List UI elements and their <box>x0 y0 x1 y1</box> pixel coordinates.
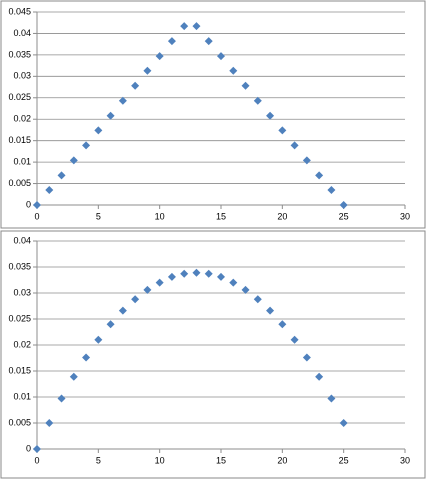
y-tick-label: 0.035 <box>8 261 31 271</box>
marker <box>266 111 275 120</box>
marker <box>45 185 54 194</box>
marker <box>290 335 299 344</box>
marker <box>327 394 336 403</box>
marker <box>33 445 41 453</box>
y-tick-label: 0.01 <box>13 156 31 166</box>
marker <box>302 156 311 165</box>
marker <box>118 306 127 315</box>
y-tick-label: 0 <box>26 199 31 209</box>
x-tick-label: 5 <box>96 455 101 465</box>
marker <box>229 278 238 287</box>
x-tick-label: 0 <box>34 455 39 465</box>
x-tick-label: 30 <box>400 211 410 221</box>
marker <box>167 37 176 46</box>
marker <box>315 171 324 180</box>
marker <box>118 96 127 105</box>
y-tick-label: 0.025 <box>8 92 31 102</box>
x-tick-label: 0 <box>34 211 39 221</box>
marker <box>167 272 176 281</box>
marker <box>82 141 91 150</box>
marker <box>192 268 201 277</box>
marker <box>339 201 348 209</box>
marker <box>241 285 250 294</box>
y-tick-label: 0.005 <box>8 417 31 427</box>
marker <box>204 269 213 278</box>
x-tick-label: 25 <box>339 211 349 221</box>
marker <box>229 66 238 75</box>
marker <box>94 126 103 135</box>
y-tick-label: 0.03 <box>13 71 31 81</box>
marker <box>253 295 262 304</box>
y-tick-label: 0.035 <box>8 49 31 59</box>
x-tick-label: 10 <box>155 211 165 221</box>
marker <box>327 185 336 194</box>
marker <box>155 52 164 61</box>
marker <box>82 353 91 362</box>
y-tick-label: 0.02 <box>13 114 31 124</box>
marker <box>290 141 299 150</box>
marker <box>180 269 189 278</box>
marker <box>94 335 103 344</box>
y-tick-label: 0.04 <box>13 235 31 245</box>
marker <box>278 126 287 135</box>
y-tick-label: 0.025 <box>8 313 31 323</box>
y-tick-label: 0.005 <box>8 178 31 188</box>
marker <box>278 320 287 329</box>
x-tick-label: 20 <box>277 455 287 465</box>
marker <box>302 353 311 362</box>
x-tick-label: 10 <box>155 455 165 465</box>
marker <box>143 66 152 75</box>
y-tick-label: 0.04 <box>13 28 31 38</box>
y-tick-label: 0.03 <box>13 287 31 297</box>
x-tick-label: 15 <box>216 211 226 221</box>
marker <box>217 52 225 61</box>
marker <box>192 22 201 31</box>
marker <box>315 372 324 381</box>
marker <box>241 81 250 90</box>
x-tick-label: 15 <box>216 455 226 465</box>
marker <box>131 81 140 90</box>
chart-frame <box>0 0 426 229</box>
x-tick-label: 25 <box>339 455 349 465</box>
x-tick-label: 5 <box>96 211 101 221</box>
marker <box>106 320 115 329</box>
x-tick-label: 20 <box>277 211 287 221</box>
marker <box>143 285 152 294</box>
marker <box>266 306 275 315</box>
marker <box>106 111 115 120</box>
marker <box>217 272 225 281</box>
x-tick-label: 30 <box>400 455 410 465</box>
marker <box>57 171 66 180</box>
marker <box>69 372 78 381</box>
marker <box>339 419 348 427</box>
y-tick-label: 0.02 <box>13 339 31 349</box>
marker <box>204 37 213 46</box>
marker <box>155 278 164 287</box>
y-tick-label: 0 <box>26 443 31 453</box>
marker <box>57 394 66 403</box>
marker <box>69 156 78 165</box>
marker <box>33 201 41 209</box>
y-tick-label: 0.015 <box>8 365 31 375</box>
y-tick-label: 0.015 <box>8 135 31 145</box>
y-tick-label: 0.01 <box>13 391 31 401</box>
marker <box>45 419 54 427</box>
chart-frame <box>0 230 426 479</box>
y-tick-label: 0.045 <box>8 6 31 16</box>
marker <box>253 96 262 105</box>
marker <box>131 295 140 304</box>
marker <box>180 22 189 31</box>
